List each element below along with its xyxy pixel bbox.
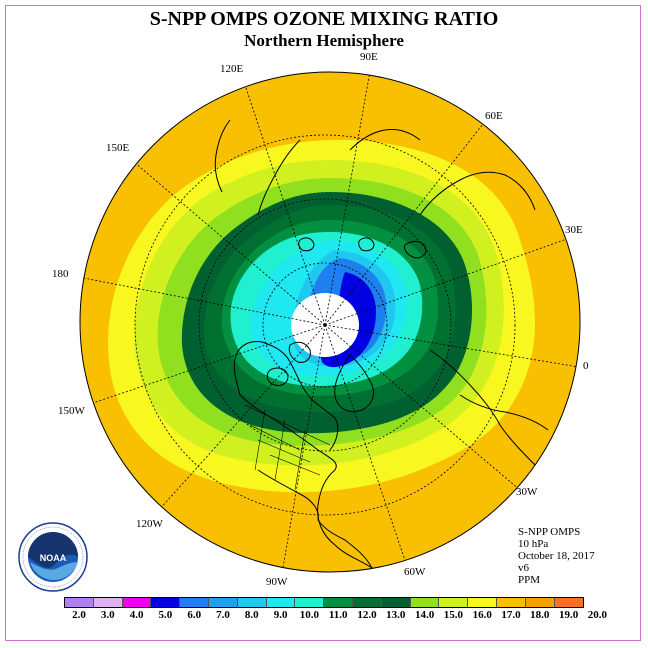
lon-label-30w: 30W [516, 486, 538, 498]
lon-label-180: 180 [52, 268, 69, 280]
info-version: v6 [518, 562, 529, 574]
colorbar-swatch [65, 598, 94, 607]
lon-label-60w: 60W [404, 566, 426, 578]
info-date: October 18, 2017 [518, 550, 595, 562]
lon-label-60e: 60E [485, 110, 503, 122]
colorbar-tick-label: 9.0 [273, 609, 288, 621]
colorbar-swatch [180, 598, 209, 607]
colorbar-swatch [295, 598, 325, 607]
info-instrument: S-NPP OMPS [518, 526, 581, 538]
political-borders [244, 404, 331, 491]
noaa-logo: NOAA [18, 522, 88, 592]
colorbar-tick-label: 14.0 [414, 609, 435, 621]
colorbar-swatch [525, 598, 555, 607]
colorbar-swatch [93, 598, 123, 607]
colorbar-swatch [439, 598, 469, 607]
colorbar-tick-label: 20.0 [587, 609, 608, 621]
lon-label-90w: 90W [266, 576, 288, 588]
colorbar-tick-label: 10.0 [299, 609, 320, 621]
colorbar-swatch [122, 598, 152, 607]
noaa-logo-text: NOAA [40, 553, 67, 563]
colorbar-tick-label: 16.0 [472, 609, 492, 621]
info-units: PPM [518, 574, 541, 586]
colorbar-tick-label: 5.0 [158, 609, 173, 621]
lon-label-30e: 30E [565, 224, 583, 236]
colorbar-tick-label: 8.0 [244, 609, 259, 621]
lon-label-0: 0 [583, 360, 589, 372]
lon-label-150e: 150E [106, 142, 130, 154]
colorbar-tick-label: 7.0 [216, 609, 230, 621]
coastlines [214, 119, 549, 572]
map-title: S-NPP OMPS OZONE MIXING RATIO [149, 8, 499, 30]
lon-label-150w: 150W [58, 405, 85, 417]
colorbar [64, 597, 585, 608]
colorbar-tick-label: 12.0 [357, 609, 377, 621]
colorbar-tick-label: 18.0 [530, 609, 550, 621]
plot-frame [5, 5, 641, 641]
colorbar-swatch [324, 598, 353, 607]
colorbar-swatch [237, 598, 267, 607]
colorbar-swatch [352, 598, 382, 607]
colorbar-swatch [208, 598, 238, 607]
lon-label-90e: 90E [360, 51, 378, 63]
colorbar-tick-label: 13.0 [386, 609, 406, 621]
colorbar-swatch [410, 598, 440, 607]
colorbar-tick-label: 3.0 [100, 609, 115, 621]
latitude-circles [134, 134, 516, 516]
colorbar-swatch [554, 598, 584, 607]
lon-label-120e: 120E [220, 63, 244, 75]
colorbar-swatch [496, 598, 526, 607]
colorbar-tick-label: 15.0 [443, 609, 464, 621]
colorbar-tick-label: 2.0 [72, 609, 86, 621]
info-level: 10 hPa [518, 538, 549, 550]
colorbar-swatch [381, 598, 411, 607]
map-subtitle: Northern Hemisphere [244, 31, 404, 50]
colorbar-ticks: 2.0 3.0 4.0 5.0 6.0 7.0 8.0 9.0 10.0 11.0 12.0 13.0… [50, 609, 610, 623]
colorbar-tick-label: 6.0 [187, 609, 202, 621]
colorbar-tick-label: 17.0 [501, 609, 521, 621]
globe-boundary [79, 71, 581, 573]
colorbar-tick-label: 11.0 [328, 609, 348, 621]
colorbar-swatch [468, 598, 497, 607]
colorbar-swatch [151, 598, 181, 607]
colorbar-tick-label: 19.0 [558, 609, 579, 621]
lon-label-120w: 120W [136, 518, 163, 530]
meridian-lines [80, 72, 580, 572]
colorbar-tick-label: 4.0 [129, 609, 144, 621]
colorbar-swatch [266, 598, 296, 607]
product-info: S-NPP OMPS 10 hPa October 18, 2017 v6 PP… [518, 526, 595, 586]
